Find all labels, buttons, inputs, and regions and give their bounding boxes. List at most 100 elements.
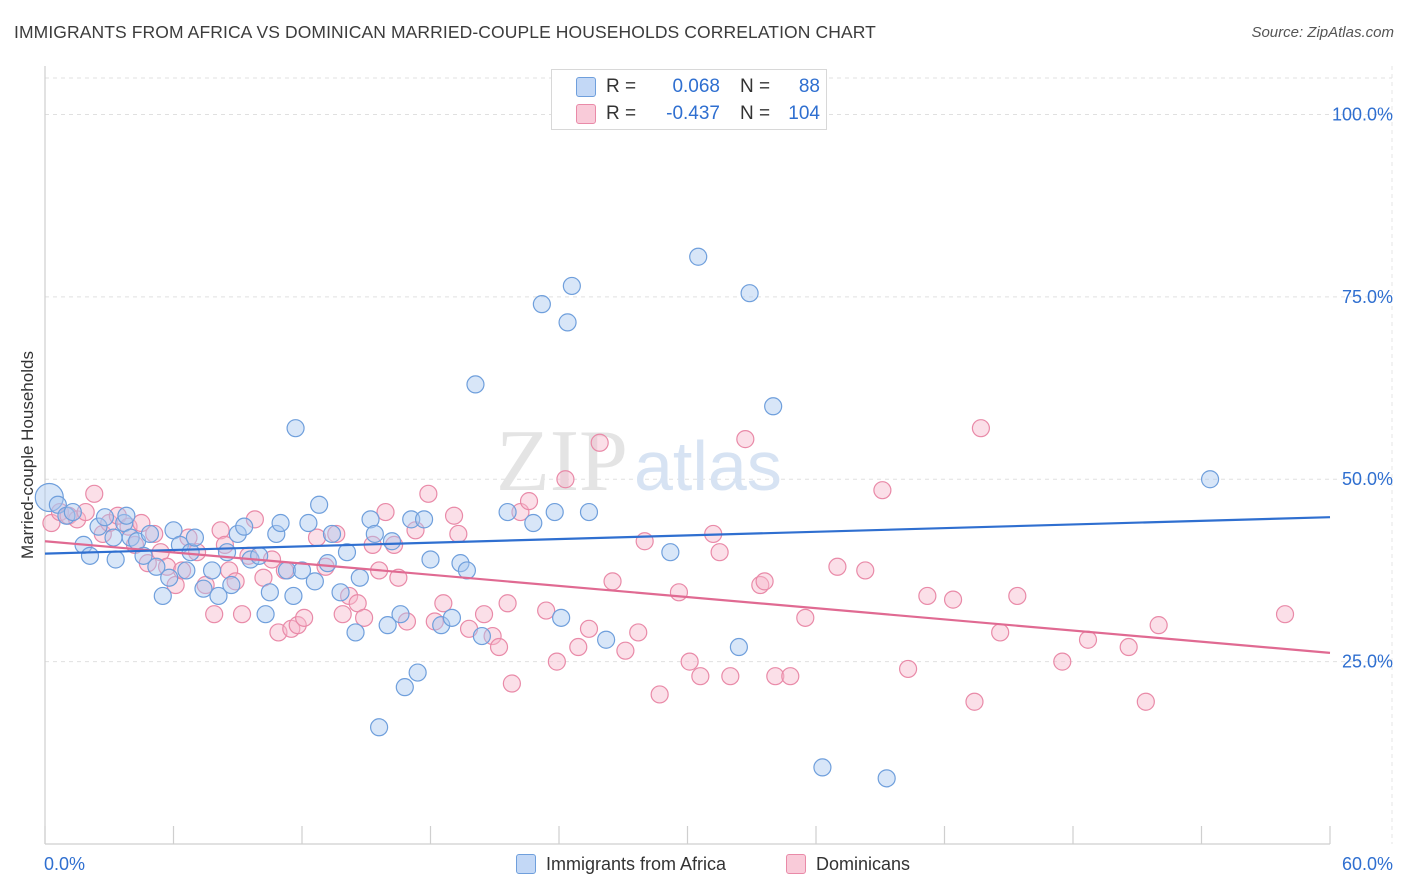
africa-legend-swatch: [516, 854, 536, 874]
dominicans-point: [85, 484, 104, 503]
africa-point: [153, 586, 172, 606]
dominicans-point: [232, 605, 252, 624]
dominicans-point: [157, 557, 177, 576]
dominicans-point: [635, 532, 654, 551]
dominicans-point: [629, 623, 648, 642]
dominicans-point: [710, 543, 729, 562]
dominicans-point: [781, 667, 800, 686]
dominicans-point: [519, 492, 539, 511]
africa-point: [160, 568, 179, 587]
dominicans-point: [721, 667, 740, 686]
dominicans-trend-line: [44, 540, 1331, 654]
stats-row-dominicans: R = -0.437 N = 104: [552, 101, 820, 127]
stats-legend: R = 0.068 N = 88 R = -0.437 N = 104: [551, 69, 827, 130]
africa-point: [729, 637, 749, 657]
dominicans-point: [498, 594, 517, 613]
r-label: R =: [606, 103, 637, 124]
dominicans-point: [1008, 586, 1027, 606]
legend-label-africa: Immigrants from Africa: [546, 853, 727, 874]
africa-point: [310, 495, 329, 514]
n-value: 88: [798, 76, 820, 97]
africa-point: [185, 528, 205, 547]
dominicans-point: [397, 612, 417, 631]
africa-point: [562, 276, 581, 296]
dominicans-point: [449, 524, 468, 544]
africa-point: [661, 543, 680, 562]
dominicans-point: [419, 484, 438, 503]
dominicans-point: [943, 590, 963, 609]
africa-point: [147, 557, 166, 576]
africa-point: [106, 550, 125, 569]
dominicans-point: [489, 637, 509, 657]
dominicans-point: [1275, 605, 1295, 624]
dominicans-point: [691, 667, 710, 686]
africa-point: [414, 510, 434, 529]
dominicans-point: [295, 608, 314, 627]
dominicans-point: [211, 521, 230, 540]
dominicans-point: [680, 652, 699, 671]
africa-point: [402, 510, 421, 529]
dominicans-legend-swatch: [786, 854, 806, 874]
dominicans-point: [1149, 616, 1168, 635]
africa-point: [350, 568, 369, 587]
dominicans-point: [991, 623, 1010, 642]
legend-item-dominicans[interactable]: Dominicans: [786, 852, 910, 876]
africa-point: [222, 575, 241, 595]
dominicans-point: [796, 608, 815, 627]
africa-point: [177, 561, 196, 580]
tick-labels: 25.0% 50.0% 75.0% 100.0% 0.0% 60.0%: [44, 104, 1393, 874]
africa-point: [545, 502, 564, 522]
dominicans-point: [569, 637, 588, 657]
x-tick-label: 60.0%: [1342, 854, 1393, 874]
africa-point: [579, 502, 599, 522]
africa-point: [104, 528, 123, 547]
dominicans-point: [288, 616, 307, 635]
r-value: -0.437: [666, 103, 720, 124]
dominicans-point: [1078, 630, 1098, 649]
africa-point: [202, 561, 222, 580]
africa-point: [408, 663, 427, 682]
africa-point: [337, 543, 357, 562]
africa-point: [322, 524, 342, 544]
africa-point: [299, 513, 318, 533]
africa-point: [194, 579, 213, 598]
africa-point: [597, 630, 616, 649]
chart-title: IMMIGRANTS FROM AFRICA VS DOMINICAN MARR…: [14, 22, 876, 42]
y-tick-label: 25.0%: [1342, 652, 1393, 672]
legend-label-dominicans: Dominicans: [816, 853, 911, 874]
trend-lines: [44, 516, 1331, 654]
africa-point: [250, 546, 269, 565]
africa-point: [63, 502, 82, 522]
y-tick-label: 75.0%: [1342, 287, 1393, 307]
dominicans-point: [736, 430, 755, 449]
dominicans-point: [327, 524, 346, 544]
dominicans-point: [1136, 692, 1155, 711]
africa-point: [472, 626, 491, 646]
africa-point: [89, 517, 108, 536]
chart-source: Source: ZipAtlas.com: [1251, 24, 1394, 41]
dominicans-point: [145, 524, 164, 544]
legend-item-africa[interactable]: Immigrants from Africa: [516, 852, 726, 876]
africa-point: [524, 513, 543, 533]
dominicans-point: [333, 605, 352, 624]
africa-point: [260, 583, 279, 602]
dominicans-swatch: [576, 104, 596, 124]
y-tick-label: 50.0%: [1342, 469, 1393, 489]
dominicans-point: [650, 685, 669, 704]
dominicans-point: [755, 572, 774, 591]
dominicans-point: [590, 433, 609, 452]
africa-point: [532, 295, 551, 314]
africa-point: [558, 313, 577, 332]
africa-point: [466, 375, 485, 394]
dominicans-point: [873, 481, 892, 500]
dominicans-point: [76, 502, 95, 522]
africa-point: [331, 583, 350, 602]
r-label: R =: [606, 76, 637, 97]
dominicans-point: [444, 506, 464, 525]
dominicans-point: [187, 543, 207, 562]
dominicans-point: [355, 608, 374, 627]
africa-swatch: [576, 77, 596, 97]
dominicans-point: [918, 586, 937, 606]
dominicans-point: [971, 419, 991, 438]
dominicans-point: [547, 652, 566, 671]
